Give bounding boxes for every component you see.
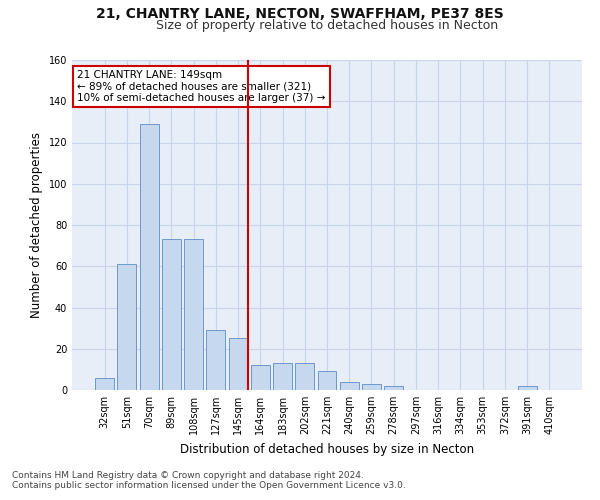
Text: 21 CHANTRY LANE: 149sqm
← 89% of detached houses are smaller (321)
10% of semi-d: 21 CHANTRY LANE: 149sqm ← 89% of detache… (77, 70, 325, 103)
Bar (317, 372, 337, 390)
Bar (140, 124, 158, 390)
Bar (273, 363, 292, 390)
Bar (295, 363, 314, 390)
Bar (362, 384, 381, 390)
Text: 21, CHANTRY LANE, NECTON, SWAFFHAM, PE37 8ES: 21, CHANTRY LANE, NECTON, SWAFFHAM, PE37… (96, 8, 504, 22)
Bar (384, 386, 403, 390)
Bar (206, 330, 225, 390)
Bar (184, 240, 203, 390)
Bar (340, 382, 359, 390)
Text: Contains HM Land Registry data © Crown copyright and database right 2024.
Contai: Contains HM Land Registry data © Crown c… (12, 470, 406, 490)
Bar (118, 264, 136, 390)
X-axis label: Distribution of detached houses by size in Necton: Distribution of detached houses by size … (180, 442, 474, 456)
Title: Size of property relative to detached houses in Necton: Size of property relative to detached ho… (156, 20, 498, 32)
Y-axis label: Number of detached properties: Number of detached properties (30, 132, 43, 318)
Bar (162, 240, 181, 390)
Bar (229, 338, 248, 390)
Bar (95, 378, 114, 390)
Bar (518, 386, 536, 390)
Bar (251, 365, 270, 390)
